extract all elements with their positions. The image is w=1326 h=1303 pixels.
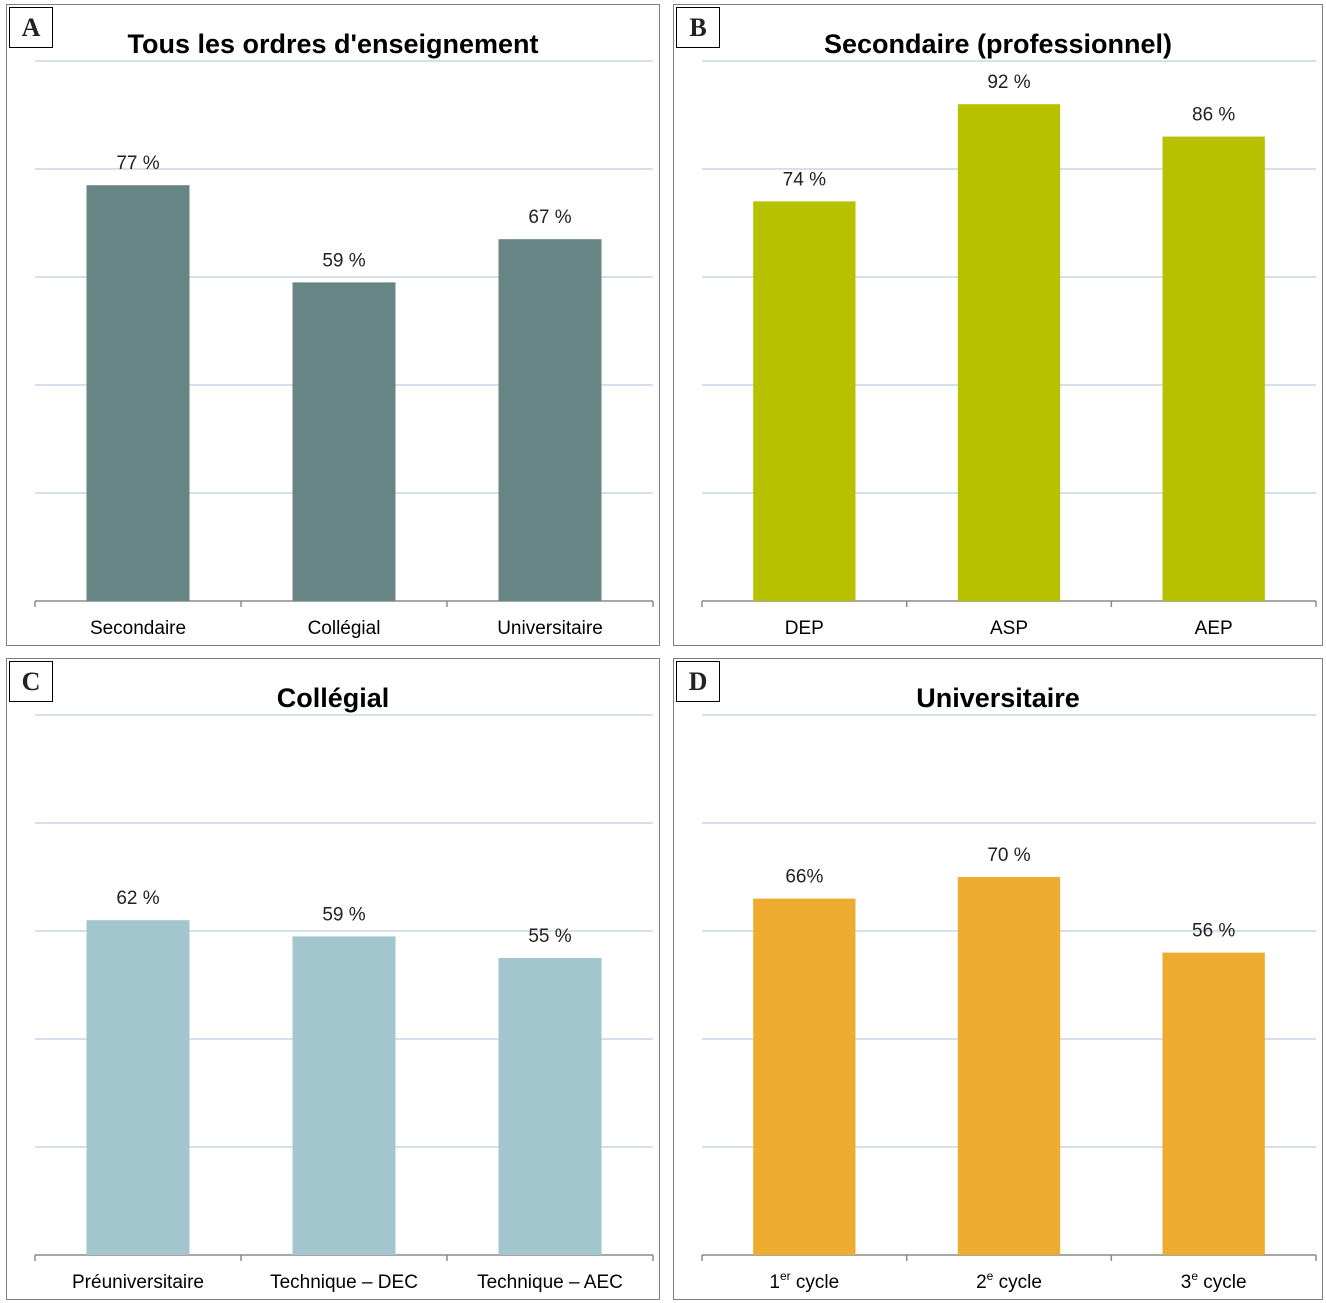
x-tick-label: Technique – DEC (270, 1272, 418, 1293)
x-tick-label: 1er cycle (769, 1269, 839, 1293)
x-tick-label: Technique – AEC (477, 1272, 623, 1293)
x-tick-label: 3e cycle (1181, 1269, 1247, 1293)
data-label: 86 % (1192, 105, 1235, 126)
bar (86, 185, 190, 601)
chart-title: Universitaire (916, 683, 1080, 713)
chart-panel-d: D Universitaire 66% 1er cycle 70 % 2e cycle… (673, 658, 1323, 1300)
data-label: 74 % (783, 169, 826, 190)
bar (753, 898, 856, 1255)
data-label: 67 % (528, 207, 571, 228)
panel-letter: B (676, 7, 720, 48)
bar (498, 239, 602, 601)
chart-panel-a: A Tous les ordres d'enseignement 77 % Sec… (6, 4, 660, 646)
panel-letter: C (9, 661, 53, 702)
data-label: 55 % (528, 926, 571, 947)
data-label: 59 % (322, 250, 365, 271)
bar (86, 920, 190, 1255)
bar-chart: 62 % Préuniversitaire 59 % Technique – DEC 5… (34, 714, 654, 1293)
bar-chart: 74 % DEP 92 % ASP 86 % AEP (701, 60, 1317, 639)
chart-panel-b: B Secondaire (professionnel) 74 % DEP 92 %… (673, 4, 1323, 646)
x-tick-label: 2e cycle (976, 1269, 1042, 1293)
panel-letter: D (676, 661, 720, 702)
data-label: 62 % (116, 888, 159, 909)
data-label: 56 % (1192, 921, 1235, 942)
chart-title: Tous les ordres d'enseignement (127, 29, 539, 59)
chart-title: Secondaire (professionnel) (823, 29, 1173, 59)
x-tick-label: Secondaire (90, 618, 186, 639)
data-label: 77 % (116, 153, 159, 174)
x-tick-label: Collégial (308, 618, 381, 639)
x-tick-label: Universitaire (497, 618, 603, 639)
bar (957, 104, 1061, 601)
data-label: 59 % (322, 904, 365, 925)
bar-chart: 66% 1er cycle 70 % 2e cycle 56 % 3e cycle (701, 714, 1317, 1293)
x-tick-label: ASP (990, 618, 1028, 639)
bar (498, 958, 602, 1255)
data-label: 66% (785, 867, 823, 888)
x-tick-label: Préuniversitaire (72, 1272, 204, 1293)
chart-panel-c: C Collégial 62 % Préuniversitaire 59 % Tech… (6, 658, 660, 1300)
bar (957, 877, 1061, 1255)
bar-chart: 77 % Secondaire 59 % Collégial 67 % Universit… (34, 60, 654, 639)
bar (753, 201, 856, 601)
data-label: 92 % (987, 72, 1030, 93)
panel-letter: A (9, 7, 53, 48)
bar (292, 282, 396, 601)
bar (1162, 952, 1265, 1255)
bar (1162, 136, 1265, 601)
data-label: 70 % (987, 845, 1030, 866)
bar (292, 936, 396, 1255)
x-tick-label: DEP (785, 618, 824, 639)
x-tick-label: AEP (1195, 618, 1233, 639)
chart-title: Collégial (276, 683, 390, 713)
